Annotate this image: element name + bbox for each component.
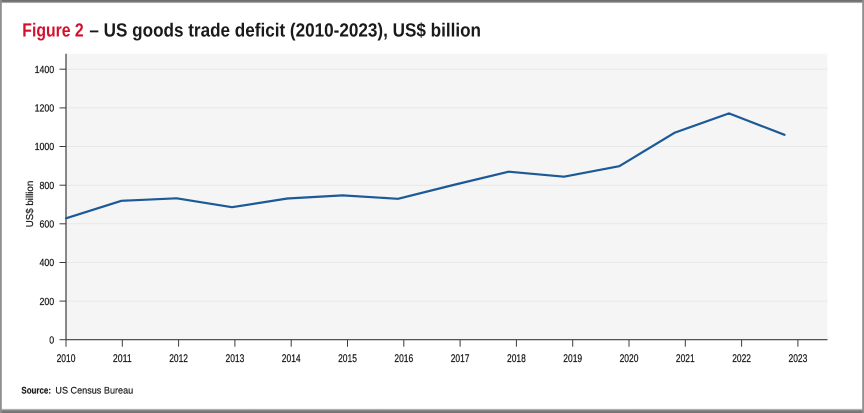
svg-text:2020: 2020 [620,353,639,365]
svg-text:2013: 2013 [226,353,245,365]
svg-text:1200: 1200 [35,104,55,115]
svg-text:0: 0 [49,335,54,346]
svg-text:2022: 2022 [732,353,751,365]
svg-text:2021: 2021 [676,353,695,365]
svg-text:200: 200 [40,297,55,308]
svg-text:US$ billion: US$ billion [25,181,36,228]
svg-text:2023: 2023 [789,353,808,365]
svg-text:Figure 2: Figure 2 [22,20,83,41]
svg-text:2010: 2010 [57,353,76,365]
svg-text:2014: 2014 [282,353,301,365]
svg-text:2012: 2012 [169,353,188,365]
svg-text:1000: 1000 [35,142,55,153]
svg-text:2019: 2019 [563,353,582,365]
svg-text:800: 800 [40,181,55,192]
svg-text:600: 600 [40,220,55,231]
svg-text:2015: 2015 [338,353,357,365]
svg-text:400: 400 [40,258,55,269]
svg-text:1400: 1400 [35,65,55,76]
svg-text:US Census Bureau: US Census Bureau [55,386,133,397]
svg-text:2017: 2017 [451,353,470,365]
svg-text:2018: 2018 [507,353,526,365]
svg-text:Source:: Source: [21,386,51,397]
svg-text:2011: 2011 [113,353,132,365]
svg-text:2016: 2016 [394,353,413,365]
svg-text:– US goods trade deficit (2010: – US goods trade deficit (2010-2023), US… [89,20,481,41]
